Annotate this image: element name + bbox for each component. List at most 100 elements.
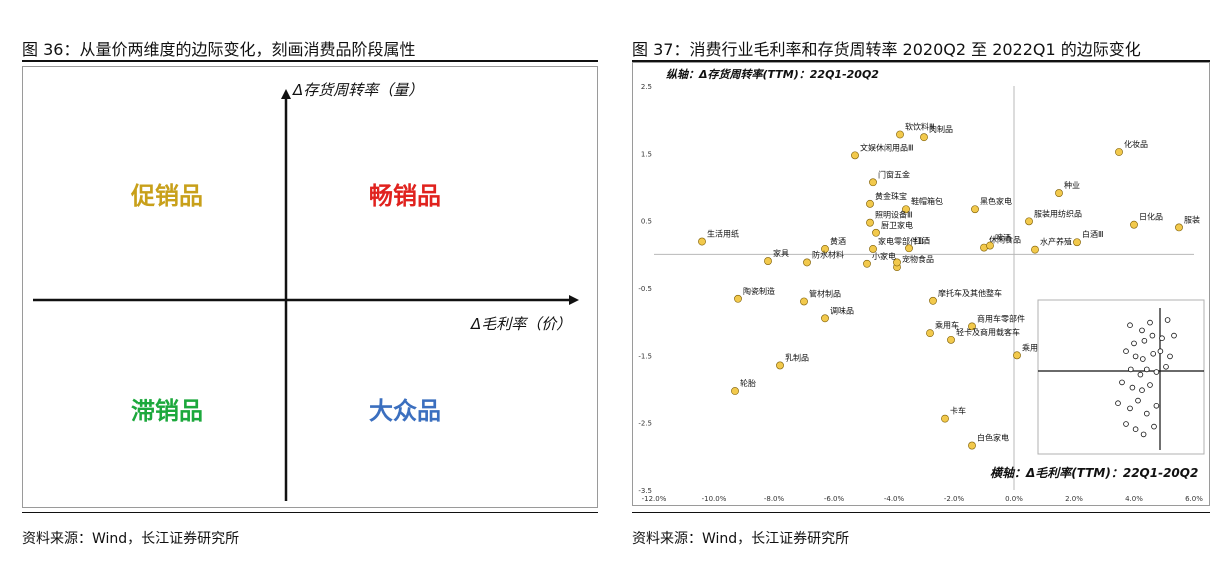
inset-point [1150,350,1156,357]
data-point [968,322,976,331]
inset-point [1141,337,1148,344]
data-point [1175,223,1183,232]
data-point [851,151,859,160]
inset-point [1143,410,1150,417]
point-label: 乳制品 [785,352,809,362]
scatter-svg: -12.0% -10.0% -8.0% -6.0% -4.0% -2.0% 0.0% 2.0%… [632,62,1210,506]
data-point [902,205,910,214]
point-label: 软饮料Ⅲ [905,121,935,131]
data-point [866,218,874,227]
inset-point [1147,319,1153,326]
bottom-rule-right [632,512,1210,513]
data-point [1130,220,1138,229]
data-point [905,244,913,253]
data-point [869,245,877,253]
x-tick-label: -12.0% [642,495,667,503]
point-label: 轮胎 [740,378,756,388]
figure-36-title: 图 36：从量价两维度的边际变化，刻画消费品阶段属性 [22,40,416,59]
inset-point [1123,421,1129,427]
inset-point [1140,431,1147,438]
point-label: 照明设备Ⅲ [875,210,913,220]
y-tick-label: 1.5 [641,150,652,158]
inset-point [1123,348,1129,355]
point-label: 调味品 [830,305,854,315]
source-note-left: 资料来源：Wind，长江证券研究所 [22,531,240,547]
point-label: 白色家电 [977,433,1009,443]
x-tick-label: -6.0% [824,495,845,503]
scatter-chart: -12.0% -10.0% -8.0% -6.0% -4.0% -2.0% 0.0% 2.0%… [632,62,1210,506]
data-point [821,314,829,323]
inset-point [1153,402,1160,409]
bottom-rule-left [22,512,598,513]
data-point [1055,189,1063,197]
data-point [1115,148,1123,156]
inset-point [1153,369,1160,375]
inset-point [1143,366,1150,373]
data-point [968,441,976,450]
data-point [971,205,979,214]
inset-point [1127,405,1133,412]
point-label: 卡车 [950,406,966,416]
point-label: 黑色家电 [980,196,1012,206]
point-label: 休闲食品 [989,235,1021,245]
x-tick-label: 4.0% [1125,495,1143,503]
data-point [863,259,871,268]
data-point [800,297,808,306]
x-tick-label: -8.0% [764,495,785,503]
point-label: 门窗五金 [878,169,910,179]
quadrant-label-top-left: 促销品 [130,182,203,210]
point-label: 防水材料 [812,249,844,259]
inset-point [1139,387,1145,394]
inset-point [1163,363,1169,370]
inset-point [1127,322,1133,329]
x-tick-label: -10.0% [702,495,727,503]
x-tick-label: 6.0% [1185,495,1203,503]
x-axis-label: Δ毛利率（价） [470,315,571,333]
data-point [1031,245,1039,254]
data-point [803,258,811,267]
data-point [869,178,877,187]
point-label: 日化品 [1139,212,1163,222]
data-point [698,237,706,246]
title-rule-right [632,60,1210,62]
data-point [731,387,739,395]
inset-point [1139,356,1146,362]
point-label: 肉制品 [929,124,953,134]
data-point [941,414,949,423]
inset-point [1119,379,1125,386]
point-label: 啤酒 [995,233,1011,243]
point-label: 黄酒 [830,236,846,246]
inset-frame [1037,299,1205,455]
point-label: 生活用纸 [707,229,739,239]
data-point [866,199,874,208]
y-tick-label: -1.5 [638,352,652,360]
inset-point [1115,400,1121,407]
inset-point [1131,340,1137,347]
point-label: 服装用纺织品 [1034,208,1082,218]
point-label: 轻卡及商用载客车 [956,327,1020,337]
inset-point [1139,327,1145,334]
data-point [734,294,742,303]
y-tick-label: -3.5 [638,487,652,495]
inset-point [1151,423,1157,430]
inset-point [1132,426,1139,433]
point-label: 家电零部件Ⅲ [878,236,924,246]
data-point [929,296,937,305]
figure-37-title: 图 37：消费行业毛利率和存货周转率 2020Q2 至 2022Q1 的边际变化 [632,40,1141,59]
source-note-right: 资料来源：Wind，长江证券研究所 [632,531,850,547]
inset-point [1164,317,1171,323]
point-label: 厨卫家电 [881,220,913,230]
data-point [893,258,901,267]
inset-point [1149,332,1156,339]
data-point [776,361,784,370]
y-tick-label: 2.5 [641,83,652,91]
quadrant-svg: Δ存货周转率（量） Δ毛利率（价） 促销品 畅销品 滞销品 大众品 [33,81,579,501]
data-point [920,133,928,142]
x-tick-label: -2.0% [944,495,965,503]
point-label: 种业 [1064,180,1080,190]
data-point [947,335,955,344]
data-point [821,245,829,253]
data-point [1073,238,1081,247]
data-point [896,130,904,139]
inset-point [1167,353,1173,360]
